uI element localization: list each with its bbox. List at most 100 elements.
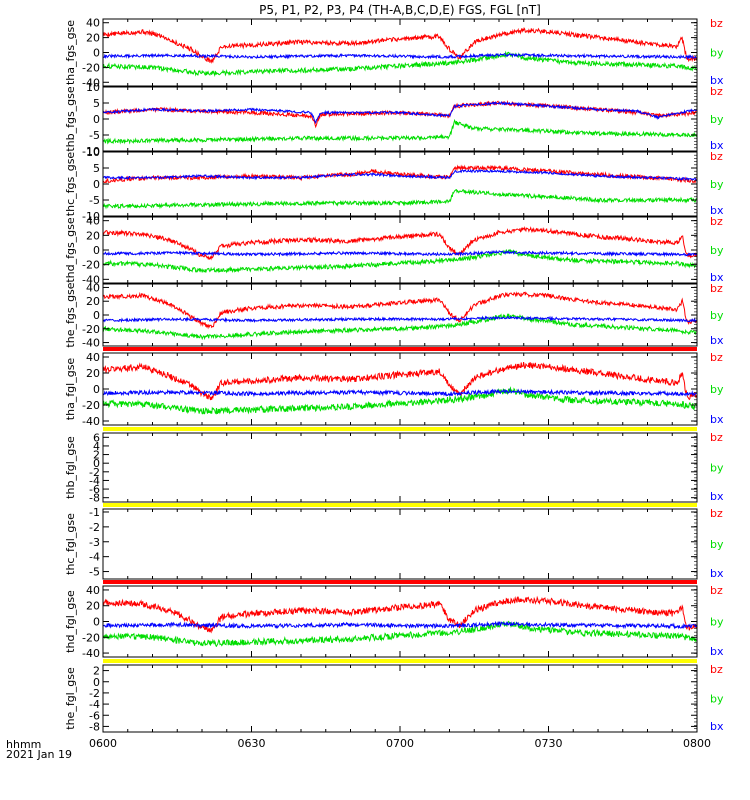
y-tick-label: 40 xyxy=(86,17,100,30)
panel-tha_fgl_gse: 40 20 0 -20 -40 tha_fgl_gse bz by bx xyxy=(64,347,724,428)
series-by-thd_fgs_gse xyxy=(103,248,697,274)
legend-bx: bx xyxy=(710,271,724,284)
y-tick-label: 0 xyxy=(93,113,100,126)
y-tick-label: -10 xyxy=(82,145,100,158)
y-tick-label: -2 xyxy=(89,521,100,534)
x-tick-label: 0600 xyxy=(89,737,117,750)
series-by-thd_fgl_gse xyxy=(103,620,697,648)
series-bz-thd_fgs_gse xyxy=(103,226,697,261)
x-tick-label: 0800 xyxy=(683,737,711,750)
y-tick-label: 20 xyxy=(86,32,100,45)
legend-by: by xyxy=(710,47,724,60)
legend-bx: bx xyxy=(710,645,724,658)
y-tick-label: 2 xyxy=(93,665,100,678)
series-bz-tha_fgs_gse xyxy=(103,26,697,65)
x-tick-label: 0700 xyxy=(386,737,414,750)
y-axis-label: thb_fgs_gse xyxy=(64,86,77,152)
y-tick-label: 20 xyxy=(86,367,100,380)
y-tick-label: -20 xyxy=(82,259,100,272)
x-tick-label: 0630 xyxy=(238,737,266,750)
legend-bx: bx xyxy=(710,567,724,580)
series-by-the_fgs_gse xyxy=(103,313,697,341)
y-axis-label: tha_fgl_gse xyxy=(64,358,77,421)
panel-frame xyxy=(102,664,698,733)
y-axis-label: the_fgs_gse xyxy=(64,282,77,347)
panel-frame xyxy=(102,352,698,426)
chart-title: P5, P1, P2, P3, P4 (TH-A,B,C,D,E) FGS, F… xyxy=(259,3,541,17)
legend-bx: bx xyxy=(710,334,724,347)
y-tick-label: -6 xyxy=(89,709,100,722)
panel-tha_fgs_gse: 40 20 0-20 -40 tha_fgs_gse bz by bx xyxy=(64,17,724,90)
legend-bz: bz xyxy=(710,507,723,520)
panel-thb_fgs_gse: 10 5 0 -5 -10 thb_fgs_gse bz by bx xyxy=(64,81,724,158)
y-tick-label: 0 xyxy=(93,676,100,689)
x-axis-label-date: 2021 Jan 19 xyxy=(6,748,72,761)
y-axis-label: thc_fgl_gse xyxy=(64,513,77,575)
panel-frame xyxy=(102,18,698,87)
series-by-tha_fgs_gse xyxy=(103,50,697,78)
legend-bx: bx xyxy=(710,720,724,733)
panel-flag-bar xyxy=(103,427,697,431)
y-tick-label: 10 xyxy=(86,81,100,94)
y-tick-label: -5 xyxy=(89,566,100,579)
y-tick-label: 6 xyxy=(93,431,100,444)
y-tick-label: 0 xyxy=(93,47,100,60)
y-tick-label: -8 xyxy=(89,492,100,505)
y-axis-label: thd_fgs_gse xyxy=(64,217,77,283)
panel-frame xyxy=(102,283,698,347)
legend-bz: bz xyxy=(710,85,723,98)
series-bz-the_fgs_gse xyxy=(103,291,697,330)
y-tick-label: 20 xyxy=(86,229,100,242)
y-tick-label: 20 xyxy=(86,295,100,308)
panel-frame xyxy=(102,432,698,503)
y-tick-label: 40 xyxy=(86,215,100,228)
panel-thc_fgl_gse: -1 -2 -3 -4 -5 thc_fgl_gse bz by bx xyxy=(64,503,724,580)
series-bx-thc_fgs_gse xyxy=(103,168,697,182)
series-bz-thc_fgs_gse xyxy=(103,164,697,184)
panel-frame xyxy=(102,508,698,580)
x-axis-label-hhmm: hhmm xyxy=(6,738,41,751)
series-bx-thd_fgl_gse xyxy=(103,620,697,630)
y-tick-label: 10 xyxy=(86,146,100,159)
y-tick-label: 0 xyxy=(93,244,100,257)
y-tick-label: -40 xyxy=(82,647,100,660)
y-tick-label: -4 xyxy=(89,698,100,711)
series-bz-thb_fgs_gse xyxy=(103,99,697,129)
legend-by: by xyxy=(710,693,724,706)
y-tick-label: -5 xyxy=(89,129,100,142)
panel-flag-bar xyxy=(103,503,697,507)
legend-by: by xyxy=(710,244,724,257)
y-tick-label: -40 xyxy=(82,273,100,286)
legend-by: by xyxy=(710,462,724,475)
legend-bx: bx xyxy=(710,74,724,87)
legend-by: by xyxy=(710,616,724,629)
panel-the_fgl_gse: 20-2-4-6-8 the_fgl_gse bz by bx xyxy=(64,659,724,733)
y-tick-label: 4 xyxy=(93,440,100,453)
legend-bz: bz xyxy=(710,215,723,228)
y-tick-label: -4 xyxy=(89,551,100,564)
y-tick-label: -2 xyxy=(89,466,100,479)
series-bx-tha_fgl_gse xyxy=(103,387,697,398)
legend-by: by xyxy=(710,383,724,396)
y-tick-label: 0 xyxy=(93,178,100,191)
series-by-thb_fgs_gse xyxy=(103,118,697,145)
series-bx-thb_fgs_gse xyxy=(103,101,697,124)
legend-bz: bz xyxy=(710,282,723,295)
x-tick-label: 0730 xyxy=(535,737,563,750)
y-tick-label: 0 xyxy=(93,383,100,396)
y-tick-label: 5 xyxy=(93,162,100,175)
y-tick-label: -20 xyxy=(82,323,100,336)
panel-thc_fgs_gse: 10 5 0 -5 -10 thc_fgs_gse bz by bx xyxy=(64,146,724,223)
legend-bx: bx xyxy=(710,139,724,152)
legend-by: by xyxy=(710,178,724,191)
y-tick-label: -3 xyxy=(89,536,100,549)
y-axis-label: tha_fgs_gse xyxy=(64,20,77,85)
y-tick-label: -2 xyxy=(89,687,100,700)
legend-by: by xyxy=(710,538,724,551)
y-tick-label: 0 xyxy=(93,616,100,629)
